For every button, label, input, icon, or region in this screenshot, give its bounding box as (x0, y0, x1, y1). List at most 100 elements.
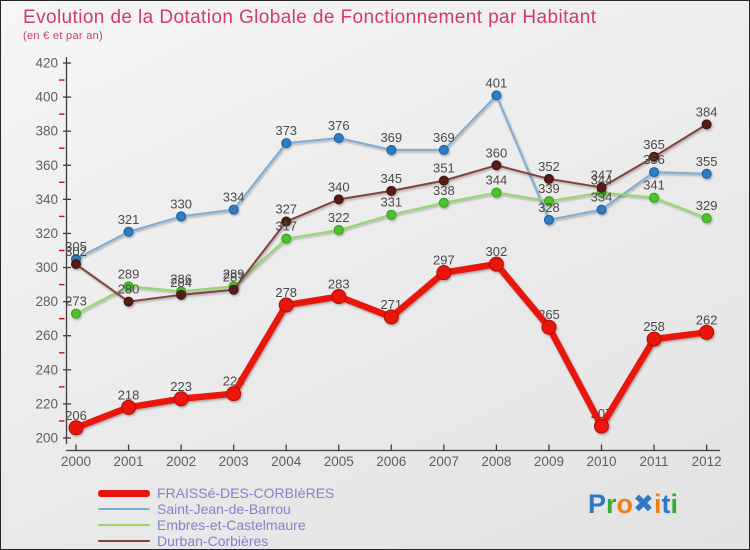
logo-letter: i (653, 489, 662, 519)
data-point (543, 173, 554, 184)
data-point (386, 144, 397, 155)
value-label: 369 (380, 130, 402, 145)
x-year-label: 2000 (61, 454, 91, 469)
series-Durban-Corbières (71, 119, 712, 307)
y-tick-label: 400 (35, 90, 58, 105)
value-label: 327 (275, 202, 297, 217)
value-label: 289 (223, 266, 245, 281)
y-tick-label: 320 (35, 226, 58, 241)
value-label: 339 (538, 181, 560, 196)
data-point (383, 309, 399, 325)
legend-item: Durban-Corbières (98, 533, 334, 549)
x-year-label: 2003 (219, 454, 249, 469)
x-year-label: 2012 (692, 454, 722, 469)
y-tick-label: 340 (35, 192, 58, 207)
labels-Saint-Jean-de-Barrou: 305 321 330 334 373 376 369 369 401 328 334 356 355 (65, 75, 717, 254)
y-tick-label: 220 (35, 396, 58, 411)
data-point (646, 331, 662, 347)
y-tick-label: 420 (35, 56, 58, 71)
data-point (123, 226, 134, 237)
value-label: 401 (486, 75, 508, 90)
data-point (281, 138, 292, 149)
y-tick-label: 360 (35, 158, 58, 173)
value-label: 206 (65, 408, 87, 423)
x-year-label: 2011 (640, 454, 669, 469)
value-label: 321 (118, 212, 140, 227)
y-tick-label: 260 (35, 328, 58, 343)
data-point (701, 119, 712, 130)
data-point (333, 133, 344, 143)
value-label: 373 (275, 123, 297, 138)
data-point (68, 420, 84, 436)
legend-label: Saint-Jean-de-Barrou (157, 500, 291, 517)
data-point (386, 209, 397, 220)
value-label: 289 (118, 266, 140, 281)
data-point (228, 204, 239, 215)
proxiti-logo[interactable]: Pro✖iti (588, 489, 678, 520)
logo-letter: r (606, 489, 617, 519)
data-point (541, 319, 557, 335)
data-point (649, 167, 660, 178)
data-point (278, 297, 294, 313)
value-label: 287 (223, 270, 245, 285)
value-label: 305 (65, 239, 87, 254)
data-point (649, 192, 660, 203)
data-point (699, 324, 715, 340)
value-label: 360 (486, 145, 508, 160)
data-point (491, 90, 502, 101)
logo-letter: t (661, 489, 671, 519)
data-point (333, 225, 344, 236)
legend-label: Durban-Corbières (157, 532, 269, 549)
data-point (386, 185, 397, 196)
value-label: 302 (65, 244, 87, 259)
data-point (596, 204, 607, 215)
value-label: 384 (696, 104, 718, 119)
legend-label: FRAISSé-DES-CORBIèRES (157, 484, 335, 501)
value-label: 262 (696, 312, 718, 327)
value-label: 334 (223, 190, 245, 205)
data-point (596, 182, 607, 193)
value-label: 258 (643, 319, 665, 334)
y-tick-label: 200 (35, 431, 58, 446)
value-label: 334 (591, 190, 613, 205)
data-point (281, 233, 292, 244)
value-label: 328 (538, 200, 560, 215)
value-label: 341 (643, 178, 665, 193)
series-Saint-Jean-de-Barrou (71, 90, 712, 265)
logo-letter: i (670, 489, 679, 519)
y-tick-label: 300 (35, 260, 58, 275)
legend-line-swatch (98, 507, 150, 511)
value-label: 345 (380, 171, 402, 186)
x-year-label: 2001 (114, 454, 144, 469)
line-chart-canvas: 200 220 240 260 280 300 320 340 360 380 400 420 2000… (35, 56, 722, 470)
logo-letter: o (616, 489, 634, 519)
value-label: 344 (486, 173, 508, 188)
labels-Durban-Corbières: 302 280 284 287 327 340 345 351 360 352 347 365 384 (65, 104, 717, 296)
value-label: 286 (170, 271, 192, 286)
value-label: 369 (433, 130, 455, 145)
data-point (226, 386, 242, 402)
value-label: 352 (538, 159, 560, 174)
logo-letter: P (588, 489, 607, 519)
data-point (123, 281, 134, 292)
value-label: 317 (275, 219, 297, 234)
y-tick-label: 280 (35, 294, 58, 309)
data-point (701, 213, 712, 224)
value-label: 329 (696, 198, 718, 213)
value-label: 330 (170, 196, 192, 211)
value-label: 344 (591, 173, 613, 188)
data-point (436, 265, 452, 281)
value-label: 297 (433, 253, 455, 268)
data-point (438, 197, 449, 208)
value-label: 331 (380, 195, 402, 210)
value-label: 351 (433, 161, 455, 176)
value-label: 273 (65, 294, 87, 309)
data-point (331, 289, 347, 305)
chart-title: Evolution de la Dotation Globale de Fonc… (23, 7, 597, 28)
data-point (701, 168, 712, 179)
data-point (491, 187, 502, 198)
data-point (123, 296, 134, 307)
value-label: 218 (118, 387, 140, 402)
x-year-label: 2006 (376, 454, 406, 469)
